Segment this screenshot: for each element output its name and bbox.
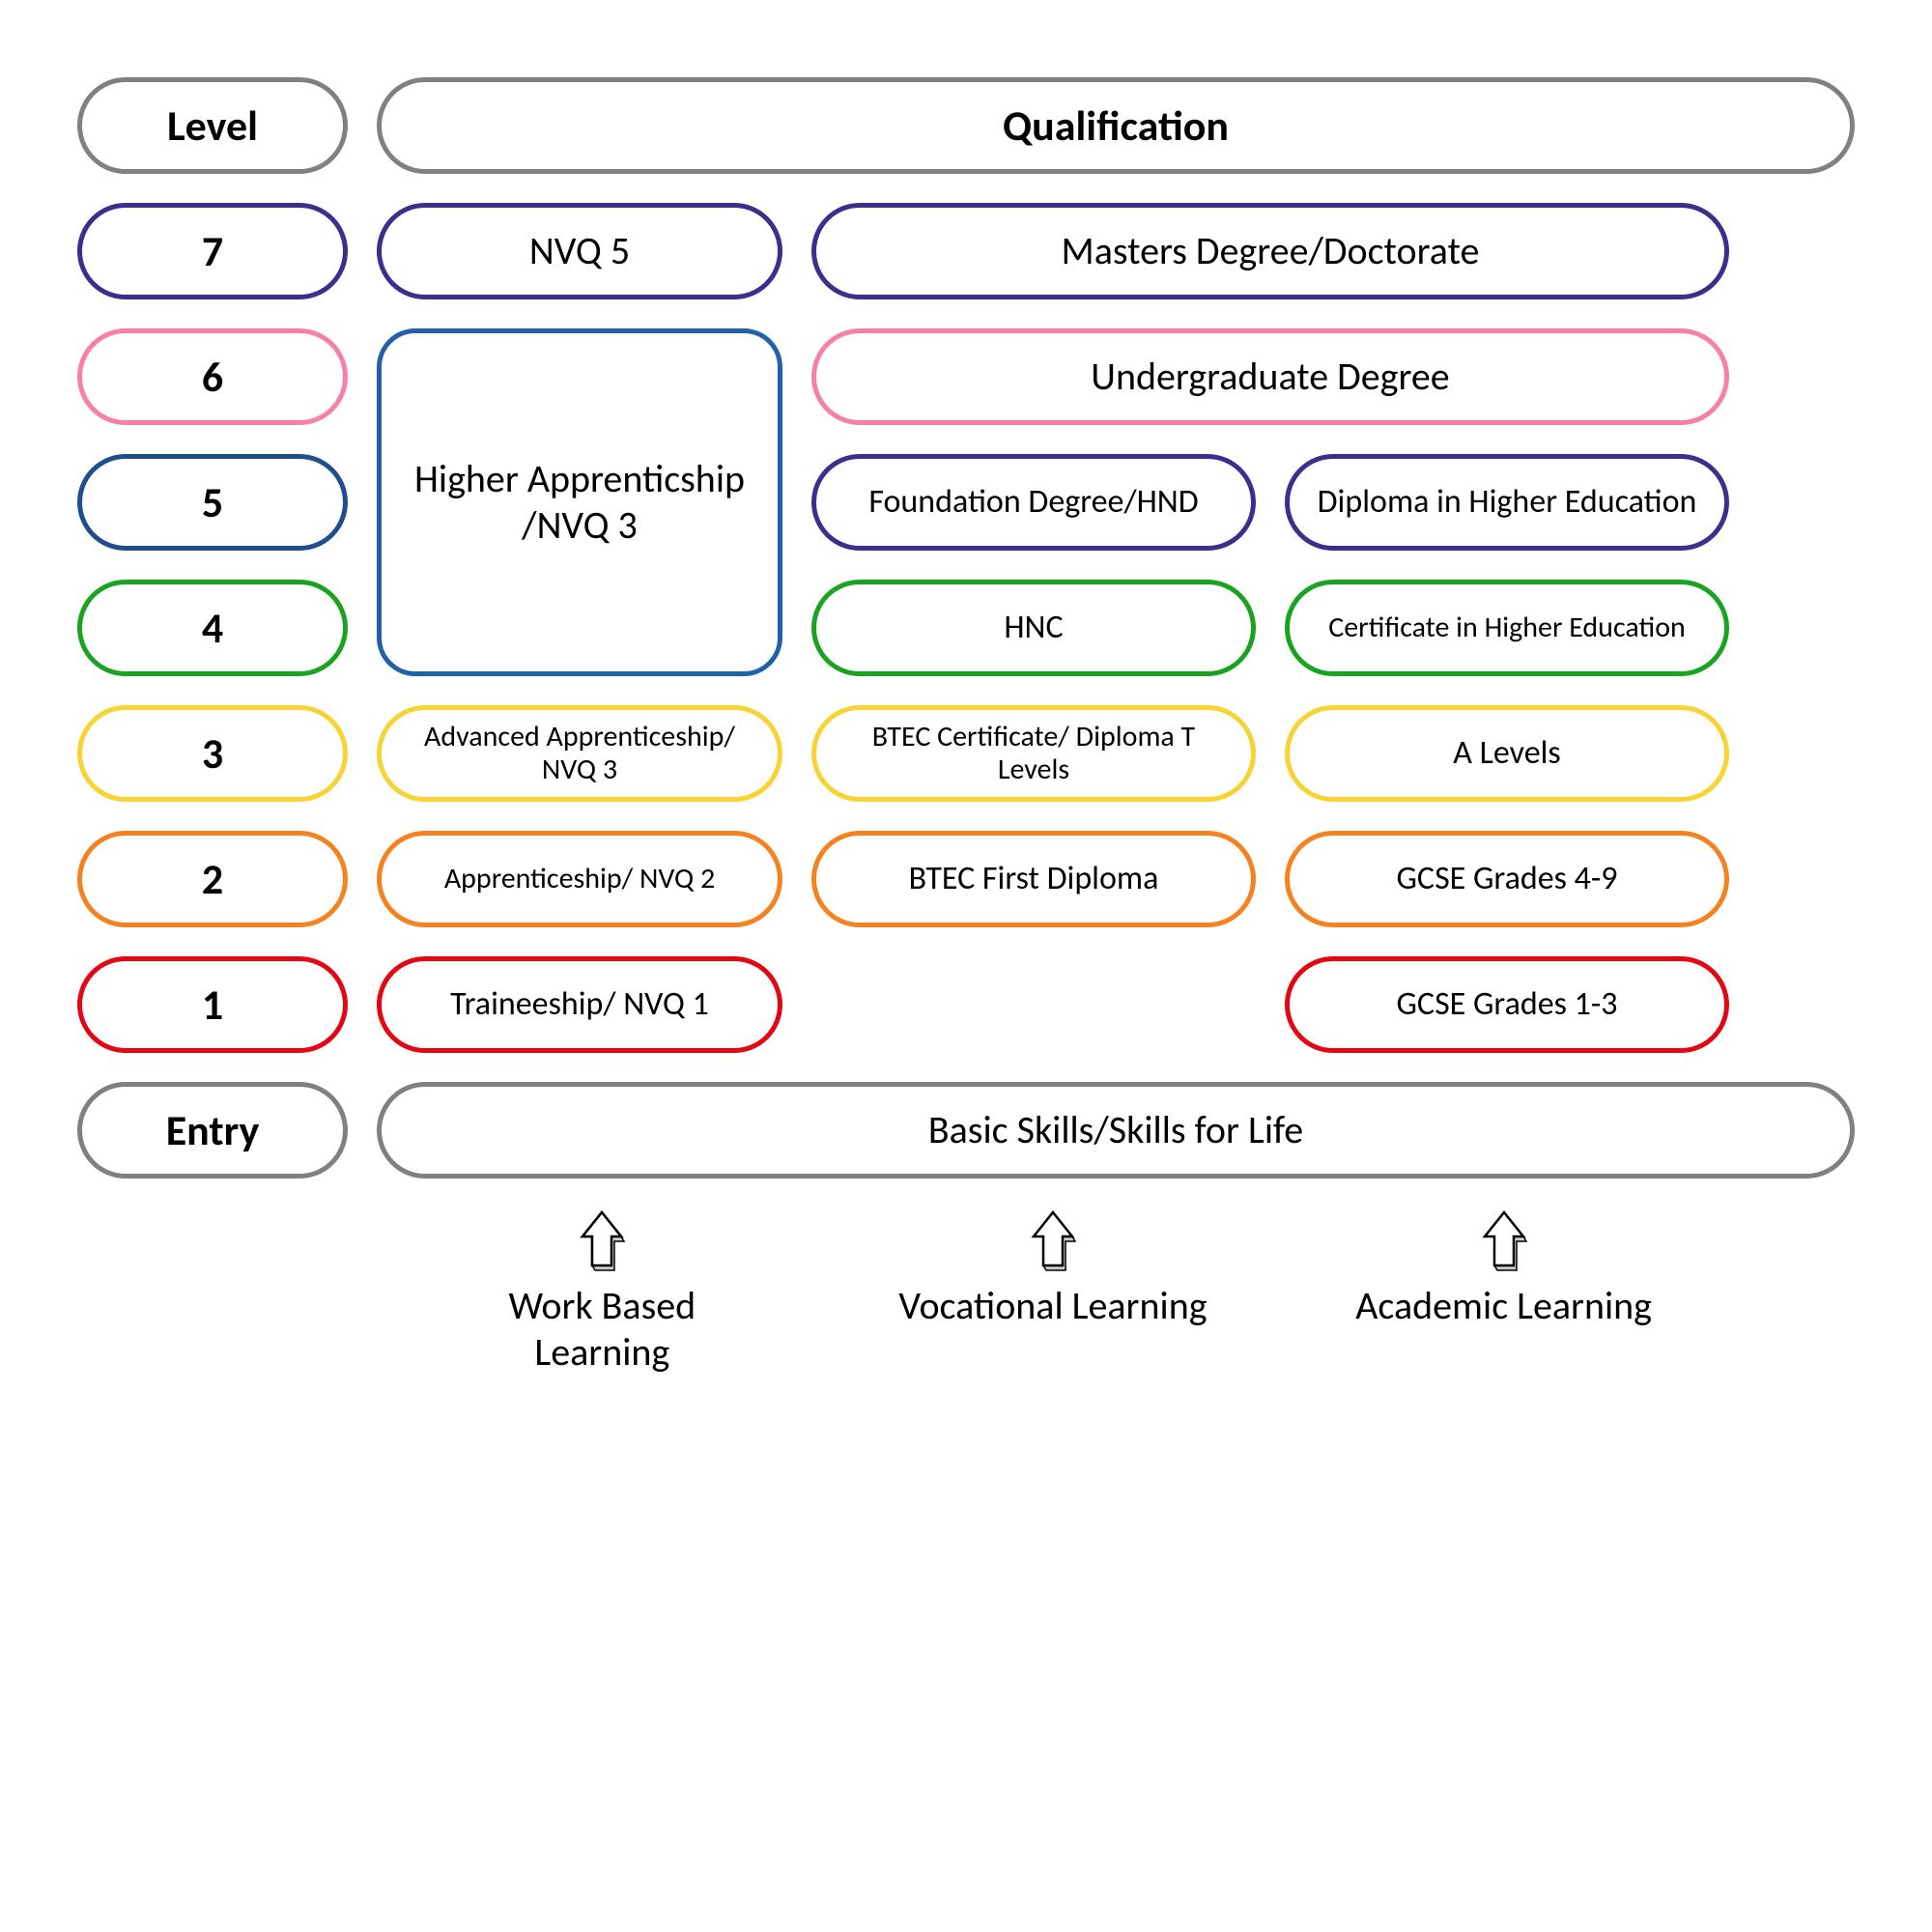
header-qualification: Qualification	[377, 77, 1855, 174]
cell-higher-apprenticeship: Higher Apprenticship /NVQ 3	[377, 328, 782, 676]
pathways-row: Work Based Learning Vocational Learning …	[377, 1208, 1729, 1376]
cell-basic-skills: Basic Skills/Skills for Life	[377, 1082, 1855, 1179]
row-entry: Entry Basic Skills/Skills for Life	[77, 1082, 1855, 1179]
cell-undergrad: Undergraduate Degree	[811, 328, 1729, 425]
pathway-vocational: Vocational Learning	[889, 1208, 1217, 1376]
arrow-up-icon	[578, 1208, 626, 1275]
header-level: Level	[77, 77, 348, 174]
cell-nvq5: NVQ 5	[377, 203, 782, 299]
pathway-vocational-label: Vocational Learning	[898, 1283, 1207, 1329]
level-6-badge: 6	[77, 328, 348, 425]
level-entry-badge: Entry	[77, 1082, 348, 1179]
cell-alevels: A Levels	[1285, 705, 1729, 802]
qualification-framework-diagram: Level Qualification 7 NVQ 5 Masters Degr…	[77, 77, 1855, 1376]
level-4-badge: 4	[77, 580, 348, 676]
level-7-badge: 7	[77, 203, 348, 299]
cell-adv-apprenticeship: Advanced Apprenticeship/ NVQ 3	[377, 705, 782, 802]
cell-hnc: HNC	[811, 580, 1256, 676]
arrow-up-icon	[1480, 1208, 1528, 1275]
cell-btec-first: BTEC First Diploma	[811, 831, 1256, 927]
level-2-badge: 2	[77, 831, 348, 927]
cell-foundation: Foundation Degree/HND	[811, 454, 1256, 551]
row-level-7: 7 NVQ 5 Masters Degree/Doctorate	[77, 203, 1855, 299]
rows-level-6-5-4: 6 5 4 Higher Apprenticship /NVQ 3 Underg…	[77, 328, 1855, 676]
cell-gcse-4-9: GCSE Grades 4-9	[1285, 831, 1729, 927]
level-1-badge: 1	[77, 956, 348, 1053]
pathway-academic-label: Academic Learning	[1355, 1283, 1652, 1329]
row-level-3: 3 Advanced Apprenticeship/ NVQ 3 BTEC Ce…	[77, 705, 1855, 802]
pathway-academic: Academic Learning	[1340, 1208, 1668, 1376]
arrow-up-icon	[1029, 1208, 1077, 1275]
cell-empty-level1	[811, 956, 1256, 1053]
cell-diploma-he: Diploma in Higher Education	[1285, 454, 1729, 551]
cell-traineeship: Traineeship/ NVQ 1	[377, 956, 782, 1053]
cell-apprenticeship-nvq2: Apprenticeship/ NVQ 2	[377, 831, 782, 927]
level-5-badge: 5	[77, 454, 348, 551]
cell-cert-he: Certificate in Higher Education	[1285, 580, 1729, 676]
cell-masters: Masters Degree/Doctorate	[811, 203, 1729, 299]
pathway-work-label: Work Based Learning	[438, 1283, 766, 1376]
cell-btec-cert: BTEC Certificate/ Diploma T Levels	[811, 705, 1256, 802]
pathway-work: Work Based Learning	[438, 1208, 766, 1376]
row-level-2: 2 Apprenticeship/ NVQ 2 BTEC First Diplo…	[77, 831, 1855, 927]
row-level-1: 1 Traineeship/ NVQ 1 GCSE Grades 1-3	[77, 956, 1855, 1053]
level-3-badge: 3	[77, 705, 348, 802]
header-row: Level Qualification	[77, 77, 1855, 174]
cell-gcse-1-3: GCSE Grades 1-3	[1285, 956, 1729, 1053]
